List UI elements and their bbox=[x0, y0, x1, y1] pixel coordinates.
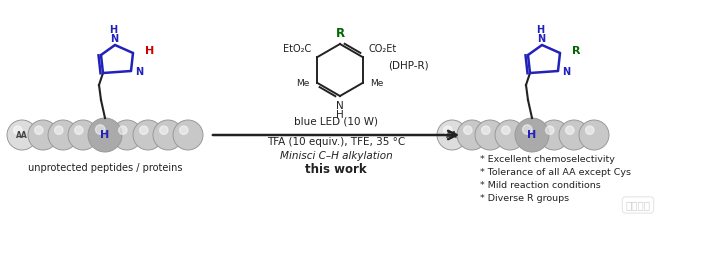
Circle shape bbox=[475, 120, 505, 150]
Circle shape bbox=[437, 120, 467, 150]
Circle shape bbox=[112, 120, 142, 150]
Circle shape bbox=[539, 120, 569, 150]
Text: EtO₂C: EtO₂C bbox=[283, 44, 312, 54]
Text: N: N bbox=[110, 34, 118, 44]
Circle shape bbox=[68, 120, 98, 150]
Text: H: H bbox=[336, 110, 344, 120]
Circle shape bbox=[495, 120, 525, 150]
Text: AA: AA bbox=[16, 130, 28, 139]
Circle shape bbox=[566, 126, 574, 134]
Circle shape bbox=[559, 120, 589, 150]
Circle shape bbox=[457, 120, 487, 150]
Text: * Mild reaction conditions: * Mild reaction conditions bbox=[480, 181, 601, 190]
Text: H: H bbox=[145, 46, 154, 56]
Circle shape bbox=[13, 126, 22, 134]
Circle shape bbox=[579, 120, 609, 150]
Text: N: N bbox=[562, 67, 570, 77]
Circle shape bbox=[464, 126, 472, 134]
Circle shape bbox=[133, 120, 163, 150]
Circle shape bbox=[444, 126, 452, 134]
Text: Me: Me bbox=[296, 78, 309, 87]
Circle shape bbox=[153, 120, 183, 150]
Text: N: N bbox=[336, 101, 344, 111]
Text: Me: Me bbox=[370, 78, 384, 87]
Text: R: R bbox=[336, 27, 345, 40]
Text: AA: AA bbox=[446, 130, 458, 139]
Text: H: H bbox=[101, 130, 110, 140]
Text: N: N bbox=[537, 34, 545, 44]
Text: * Excellent chemoselectivity: * Excellent chemoselectivity bbox=[480, 155, 615, 164]
Text: N: N bbox=[135, 67, 143, 77]
Circle shape bbox=[523, 125, 532, 134]
Text: CO₂Et: CO₂Et bbox=[369, 44, 396, 54]
Circle shape bbox=[139, 126, 148, 134]
Text: H: H bbox=[109, 25, 117, 35]
Text: Minisci C–H alkylation: Minisci C–H alkylation bbox=[280, 151, 392, 161]
Circle shape bbox=[159, 126, 168, 134]
Circle shape bbox=[546, 126, 554, 134]
Circle shape bbox=[96, 125, 105, 134]
Circle shape bbox=[28, 120, 58, 150]
Circle shape bbox=[501, 126, 510, 134]
Text: * Tolerance of all AA except Cys: * Tolerance of all AA except Cys bbox=[480, 168, 631, 177]
Text: 图拓生物: 图拓生物 bbox=[625, 200, 651, 210]
Text: H: H bbox=[527, 130, 537, 140]
Text: unprotected peptides / proteins: unprotected peptides / proteins bbox=[28, 163, 182, 173]
Circle shape bbox=[74, 126, 83, 134]
Circle shape bbox=[481, 126, 490, 134]
Circle shape bbox=[88, 118, 122, 152]
Text: (DHP-R): (DHP-R) bbox=[388, 60, 428, 70]
Circle shape bbox=[7, 120, 37, 150]
Circle shape bbox=[173, 120, 203, 150]
Circle shape bbox=[515, 118, 549, 152]
Circle shape bbox=[55, 126, 63, 134]
Text: R: R bbox=[572, 46, 581, 56]
Circle shape bbox=[180, 126, 188, 134]
Circle shape bbox=[48, 120, 78, 150]
Text: H: H bbox=[536, 25, 544, 35]
Circle shape bbox=[35, 126, 43, 134]
Circle shape bbox=[586, 126, 594, 134]
Text: TFA (10 equiv.), TFE, 35 °C: TFA (10 equiv.), TFE, 35 °C bbox=[267, 137, 405, 147]
Text: this work: this work bbox=[305, 163, 367, 176]
Circle shape bbox=[119, 126, 127, 134]
Text: * Diverse R groups: * Diverse R groups bbox=[480, 194, 569, 203]
Text: blue LED (10 W): blue LED (10 W) bbox=[294, 117, 378, 127]
